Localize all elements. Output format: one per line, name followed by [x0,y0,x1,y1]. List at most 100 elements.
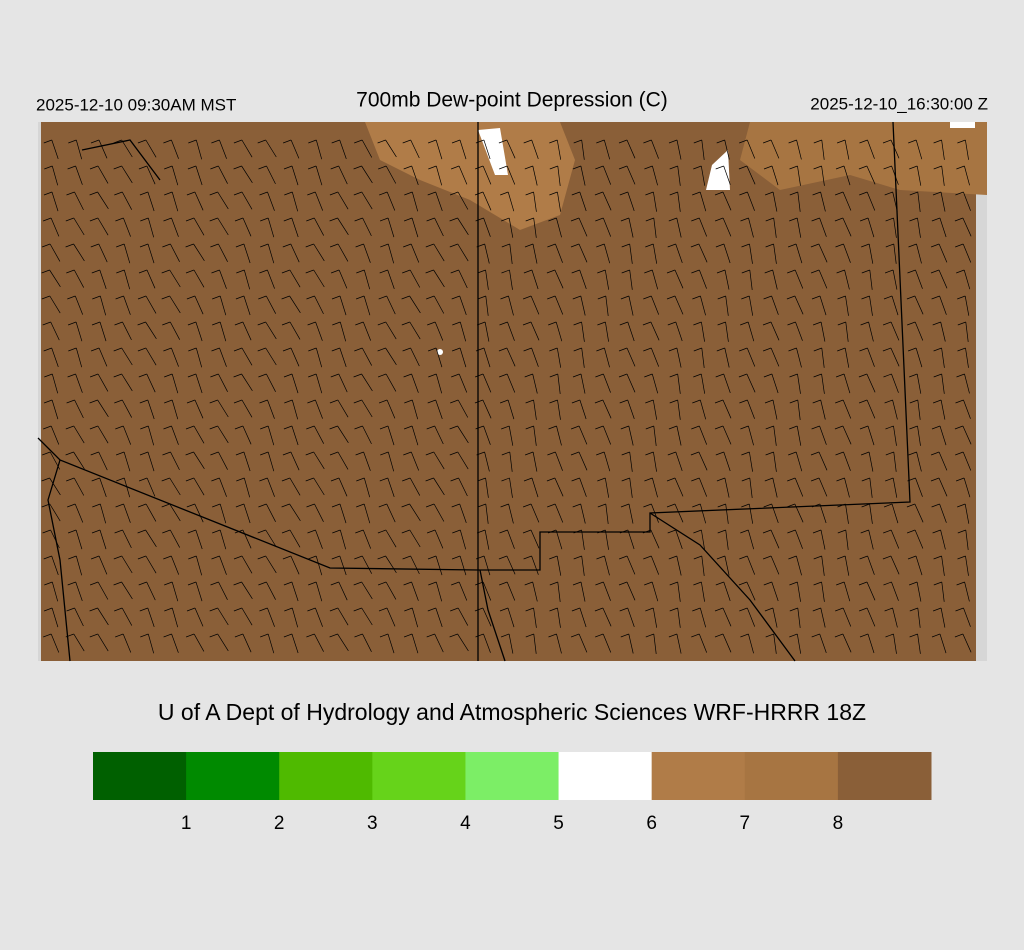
wind-barb [187,581,203,602]
wind-barb [906,295,924,315]
wind-barb [164,373,179,394]
wind-barb [500,633,514,654]
wind-barb [43,555,59,576]
wind-barb [571,477,587,497]
wind-barb [377,347,397,365]
wind-barb [477,269,489,290]
wind-barb [643,555,660,575]
wind-barb [330,165,348,185]
wind-barb [137,347,157,366]
wind-barb [668,347,682,368]
wind-barb [597,295,609,316]
wind-barb [835,165,851,186]
wind-barb [883,373,899,393]
wind-barb [233,191,253,210]
wind-barb [186,191,204,211]
wind-barb [427,607,443,628]
wind-barb [690,451,708,471]
wind-barb [741,295,754,316]
moist-spot [950,122,975,128]
wind-barb [403,165,419,186]
wind-barb [523,477,539,498]
wind-barb [740,217,754,238]
wind-barb [474,399,492,419]
wind-barb [427,347,443,368]
wind-barb [810,477,828,497]
wind-barb [476,451,490,472]
border [81,139,161,181]
wind-barb [787,321,803,341]
wind-barb [139,243,155,264]
wind-barb [449,217,469,235]
wind-barb [92,295,107,316]
wind-barb [693,555,705,576]
wind-barb [233,139,253,158]
wind-barb [378,607,396,627]
wind-barb [331,139,347,160]
wind-barb [957,555,969,576]
wind-barb [113,555,133,574]
wind-barb [42,529,60,549]
wind-barb [308,581,323,602]
wind-barb [185,269,205,288]
wind-barb [42,321,60,341]
wind-barb [573,555,585,576]
wind-barb [353,399,373,418]
wind-barb [377,139,397,158]
wind-barb [234,633,252,653]
wind-barb [715,373,731,394]
wind-barb [354,139,373,158]
wind-barb [525,191,537,212]
wind-barb [402,555,420,575]
moist-spot [437,349,443,355]
wind-barb [956,269,971,290]
wind-barb [644,581,659,602]
wind-barb [885,425,897,446]
wind-barb [42,217,60,237]
wind-barb [884,607,898,628]
wind-barb [43,425,60,445]
wind-barb [885,477,898,498]
wind-barb [68,555,83,576]
wind-barb [498,347,516,367]
wind-barb [547,451,563,471]
wind-barb [645,451,657,472]
wind-barb [113,347,133,366]
lighter-region [740,122,987,195]
wind-barb [548,321,563,342]
wind-barb [619,321,635,342]
wind-barb [548,425,562,446]
wind-barb [547,243,563,263]
wind-barb [161,477,181,496]
wind-barb [883,295,899,316]
wind-barb [668,555,682,576]
wind-barb [789,581,801,602]
wind-barb [113,581,133,600]
wind-barb [858,607,876,627]
wind-barb [331,555,347,576]
wind-barb [884,269,898,290]
wind-barb [571,191,587,212]
wind-barb [186,607,204,627]
wind-barb [91,477,107,498]
wind-barb [451,503,467,524]
wind-barb [740,633,754,654]
wind-barb [930,477,948,497]
wind-barb [283,165,299,186]
wind-barb [66,191,84,211]
wind-barb [812,399,826,420]
wind-barb [43,607,59,628]
wind-barb [210,581,228,600]
wind-barb [525,633,537,654]
map-title: 700mb Dew-point Depression (C) [356,89,668,112]
wind-barb [859,555,875,575]
wind-barb [669,581,681,602]
wind-barb [138,581,156,601]
wind-barb [813,555,825,576]
wind-barb [762,347,780,367]
wind-barb [259,607,275,627]
wind-barb [501,269,513,290]
wind-barb [164,607,179,628]
wind-barb [403,581,419,601]
wind-barb [907,347,923,368]
